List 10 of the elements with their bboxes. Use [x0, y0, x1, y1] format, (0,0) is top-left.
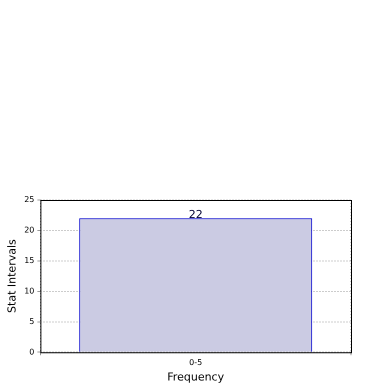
y-tick-label: 0	[29, 347, 34, 356]
y-tick-label: 5	[29, 316, 34, 326]
y-tick-label: 25	[24, 195, 34, 204]
x-axis-title: Frequency	[167, 370, 225, 384]
y-tick-label: 20	[24, 226, 34, 235]
y-tick-label: 10	[24, 286, 34, 296]
y-tick-label: 15	[24, 256, 34, 265]
data-label: 22	[188, 208, 203, 222]
y-axis-title: Stat Intervals	[5, 238, 18, 313]
x-tick-label: 0-5	[189, 358, 202, 368]
